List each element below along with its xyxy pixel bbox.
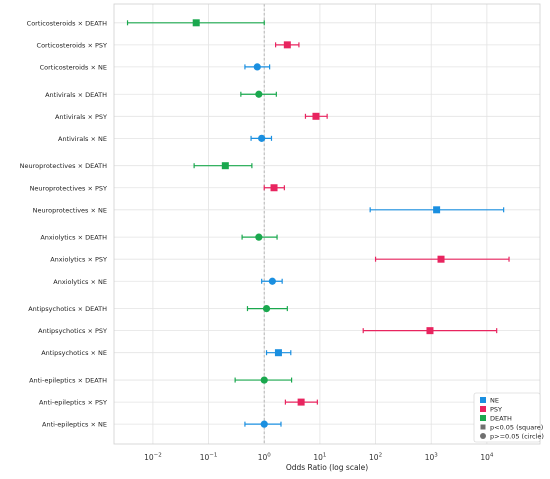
grid-layer [114,4,540,444]
legend: NE PSY DEATH p<0.05 (square) p>=0.05 (ci… [473,392,544,443]
row-label: Anti-epileptics × DEATH [29,377,107,385]
row-label: Anxiolytics × NE [53,278,107,286]
row-label: Neuroprotectives × NE [33,206,107,214]
x-tick-label: 103 [425,453,439,463]
or-point-square [312,112,320,120]
row-label: Corticosteroids × NE [40,63,107,71]
row-label: Corticosteroids × PSY [37,41,107,49]
row-label: Anxiolytics × DEATH [40,234,107,242]
or-point-square [283,41,291,49]
data-marks [126,19,510,428]
or-point-square [221,162,229,170]
or-point-square [297,398,305,406]
legend-label-square: p<0.05 (square) [490,424,543,432]
x-tick-label: 100 [258,453,272,463]
row-label: Antivirals × NE [58,135,107,143]
x-axis-label: Odds Ratio (log scale) [286,463,368,472]
row-label: Antivirals × DEATH [45,91,107,99]
legend-circle-marker [480,433,486,439]
legend-swatch-psy [480,406,486,412]
or-point-circle [258,134,266,142]
row-label: Antivirals × PSY [55,113,107,121]
or-point-square [274,349,282,357]
row-label: Anti-epileptics × NE [42,421,107,429]
or-point-circle [260,420,268,428]
x-tick-label: 10−2 [144,453,162,463]
row-label: Antipsychotics × PSY [38,327,107,335]
legend-label-death: DEATH [490,415,512,423]
legend-box [473,392,541,443]
x-tick-label: 10−1 [200,453,218,463]
row-label: Antipsychotics × NE [41,349,107,357]
or-point-square [437,255,445,263]
x-tick-label: 102 [369,453,382,463]
or-point-circle [268,277,276,285]
row-label: Neuroprotectives × DEATH [20,162,107,170]
plot-frame [113,3,541,445]
row-labels: Corticosteroids × DEATH Corticosteroids ×… [20,19,107,428]
row-label: Antipsychotics × DEATH [28,305,107,313]
or-point-square [433,206,441,214]
row-label: Anxiolytics × PSY [50,256,107,264]
legend-label-psy: PSY [490,406,502,414]
legend-square-marker [480,424,486,430]
legend-label-ne: NE [490,397,499,405]
or-point-circle [253,63,261,71]
legend-swatch-death [480,415,486,421]
x-tick-label: 101 [313,453,326,463]
or-point-square [270,184,278,192]
legend-label-circle: p>=0.05 (circle) [490,433,544,441]
legend-swatch-ne [480,397,486,403]
or-point-circle [260,376,268,384]
or-point-square [426,327,434,335]
or-point-circle [255,233,263,241]
x-tick-labels: 10−2 10−1 100 101 102 103 104 [144,453,494,463]
row-label: Neuroprotectives × PSY [30,184,107,192]
row-label: Corticosteroids × DEATH [27,19,107,27]
x-tick-label: 104 [480,453,494,463]
or-point-circle [255,90,263,98]
or-point-square [192,19,200,27]
or-point-circle [262,305,271,313]
row-label: Anti-epileptics × PSY [39,399,107,407]
